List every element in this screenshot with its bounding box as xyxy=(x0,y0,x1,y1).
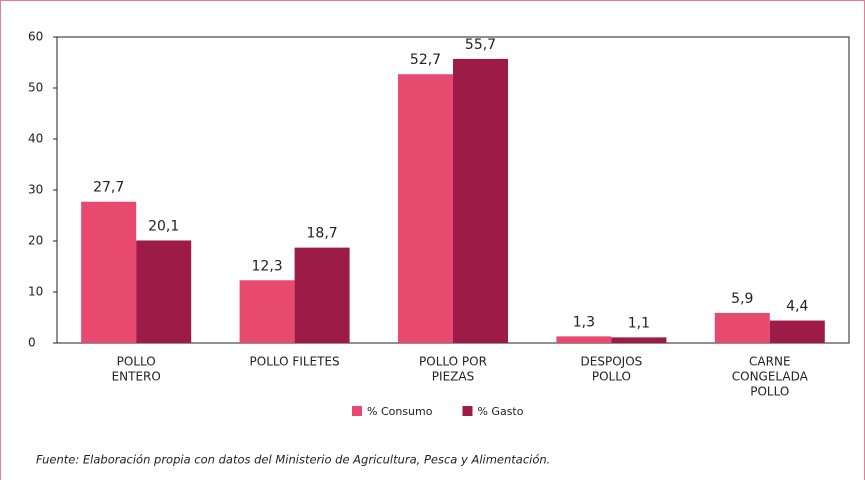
bar xyxy=(453,58,508,344)
x-tick-label: DESPOJOS xyxy=(581,355,643,369)
bar xyxy=(239,280,295,343)
value-label: 18,7 xyxy=(307,226,338,242)
x-tick-label: CONGELADA xyxy=(732,370,809,384)
bar xyxy=(556,336,612,343)
value-label: 55,7 xyxy=(465,37,496,53)
bar xyxy=(294,247,350,343)
x-tick-label: POLLO FILETES xyxy=(250,355,340,369)
value-label: 27,7 xyxy=(93,180,124,196)
bar xyxy=(136,240,192,343)
bar xyxy=(714,312,770,343)
x-tick-label: CARNE xyxy=(749,355,790,369)
legend-swatch xyxy=(462,406,473,416)
x-tick-label: POLLO xyxy=(750,385,789,399)
value-label: 20,1 xyxy=(148,218,179,234)
bar xyxy=(769,320,825,343)
bar xyxy=(398,74,453,343)
y-tick-label: 20 xyxy=(28,234,43,248)
bar xyxy=(81,201,137,343)
legend-label: % Consumo xyxy=(367,405,433,418)
legend-label: % Gasto xyxy=(477,405,523,418)
source-note: Fuente: Elaboración propia con datos del… xyxy=(36,453,550,467)
value-label: 12,3 xyxy=(252,258,283,274)
value-label: 5,9 xyxy=(731,291,753,307)
value-label: 1,3 xyxy=(573,314,595,330)
value-label: 52,7 xyxy=(410,52,441,68)
legend-swatch xyxy=(352,406,362,416)
x-tick-label: POLLO xyxy=(117,355,156,369)
value-label: 4,4 xyxy=(786,299,808,315)
x-tick-label: PIEZAS xyxy=(432,370,474,384)
y-tick-label: 50 xyxy=(28,81,43,95)
y-tick-label: 0 xyxy=(28,336,36,350)
y-tick-label: 60 xyxy=(28,30,43,44)
x-tick-label: POLLO POR xyxy=(419,355,487,369)
x-tick-label: ENTERO xyxy=(112,370,161,384)
x-tick-label: POLLO xyxy=(592,370,631,384)
bar xyxy=(611,337,667,343)
value-label: 1,1 xyxy=(628,315,650,331)
y-tick-label: 40 xyxy=(28,132,43,146)
y-tick-label: 30 xyxy=(28,183,43,197)
y-tick-label: 10 xyxy=(28,285,43,299)
